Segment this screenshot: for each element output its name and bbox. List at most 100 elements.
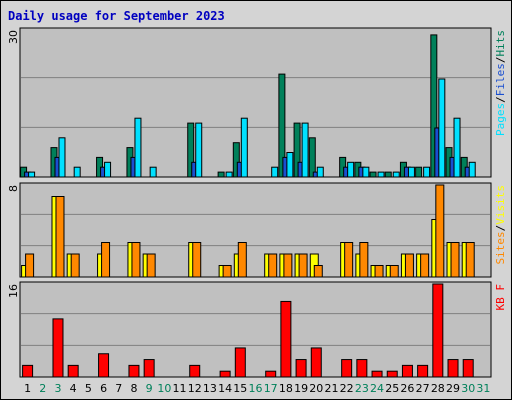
pages-bar	[407, 166, 415, 178]
sites-bar	[192, 242, 202, 278]
kb-f-bar	[219, 370, 231, 378]
sites-bar	[465, 242, 475, 278]
hits-bar	[187, 122, 195, 178]
x-tick-label: 29	[446, 382, 460, 395]
kb-f-bar	[401, 364, 413, 378]
kb-f-bar	[386, 370, 398, 378]
y-max-label: 16	[7, 284, 20, 298]
x-tick-label: 2	[39, 382, 46, 395]
x-tick-label: 28	[431, 382, 445, 395]
pages-bar	[286, 152, 294, 178]
hits-bar	[384, 171, 392, 178]
pages-bar	[149, 166, 157, 178]
hits-bar	[232, 142, 240, 178]
pages-bar	[134, 117, 142, 178]
legend-item: Pages	[494, 103, 507, 136]
sites-bar	[70, 253, 80, 278]
x-tick-label: 17	[264, 382, 278, 395]
sites-bar	[222, 265, 232, 278]
sites-bar	[435, 184, 445, 278]
kb-f-bar	[128, 364, 140, 378]
sites-bar	[237, 242, 247, 278]
x-tick-label: 5	[85, 382, 92, 395]
pages-bar	[225, 171, 233, 178]
kb-f-bar	[280, 300, 292, 378]
sites-bar	[359, 242, 369, 278]
legend-item: /	[494, 96, 507, 103]
pages-bar	[73, 166, 81, 178]
kb-f-bar	[371, 370, 383, 378]
sites-bar	[298, 253, 308, 278]
sites-bar	[389, 265, 399, 278]
sites-bar	[283, 253, 293, 278]
pages-bar	[423, 166, 431, 178]
x-tick-label: 3	[54, 382, 61, 395]
legend-item: Sites	[494, 231, 507, 264]
hits-bar	[430, 34, 438, 178]
pages-bar	[240, 117, 248, 178]
legend-item: /	[494, 57, 507, 64]
x-tick-label: 31	[476, 382, 490, 395]
x-tick-label: 24	[370, 382, 384, 395]
pages-bar	[453, 117, 461, 178]
pages-bar	[104, 161, 112, 178]
kb-f-bar	[447, 359, 459, 378]
sites-bar	[450, 242, 460, 278]
x-tick-label: 27	[416, 382, 430, 395]
x-tick-label: 25	[385, 382, 399, 395]
kbf-panel	[19, 281, 492, 378]
sites-bar	[404, 253, 414, 278]
x-tick-label: 20	[309, 382, 323, 395]
kb-f-bar	[98, 353, 110, 378]
x-tick-label: 4	[70, 382, 77, 395]
x-tick-label: 21	[324, 382, 338, 395]
legend-item: Hits	[494, 30, 507, 57]
x-tick-label: 8	[130, 382, 137, 395]
x-tick-label: 6	[100, 382, 107, 395]
legend-item: /	[494, 225, 507, 232]
kb-f-bar	[189, 364, 201, 378]
hits-bar	[217, 171, 225, 178]
x-tick-label: 9	[146, 382, 153, 395]
x-tick-label: 13	[203, 382, 217, 395]
sites-bar	[420, 253, 430, 278]
kb-f-bar	[432, 283, 444, 378]
sites-bar	[344, 242, 354, 278]
pages-bar	[301, 122, 309, 178]
hits-bar	[278, 73, 286, 178]
pages-bar	[392, 171, 400, 178]
x-tick-label: 16	[249, 382, 263, 395]
kb-f-bar	[22, 364, 34, 378]
kb-f-bar	[417, 364, 429, 378]
hits-bar	[369, 171, 377, 178]
x-tick-label: 12	[188, 382, 202, 395]
legend-item: Visits	[494, 185, 507, 225]
chart-title: Daily usage for September 2023	[8, 9, 225, 23]
sites-bar	[268, 253, 278, 278]
legend-label: Pages/Files/Hits	[494, 30, 507, 136]
x-tick-label: 18	[279, 382, 293, 395]
pages-bar	[377, 171, 385, 178]
x-tick-label: 1	[24, 382, 31, 395]
x-tick-label: 7	[115, 382, 122, 395]
legend-label: Sites/Visits	[494, 185, 507, 265]
sites-bar	[131, 242, 141, 278]
kb-f-bar	[143, 359, 155, 378]
kb-f-bar	[356, 359, 368, 378]
sites-bar	[25, 253, 35, 278]
pages-bar	[195, 122, 203, 178]
x-tick-label: 14	[218, 382, 232, 395]
x-tick-label: 26	[400, 382, 414, 395]
pages-bar	[28, 171, 36, 178]
legend-label: KB F	[494, 284, 507, 311]
x-tick-label: 23	[355, 382, 369, 395]
kb-f-bar	[310, 347, 322, 378]
sites-bar	[101, 242, 111, 278]
legend-item: KB F	[494, 284, 507, 311]
pages-bar	[438, 78, 446, 178]
pages-bar	[271, 166, 279, 178]
y-max-label: 30	[7, 30, 20, 44]
pages-bar	[362, 166, 370, 178]
x-tick-label: 30	[461, 382, 475, 395]
